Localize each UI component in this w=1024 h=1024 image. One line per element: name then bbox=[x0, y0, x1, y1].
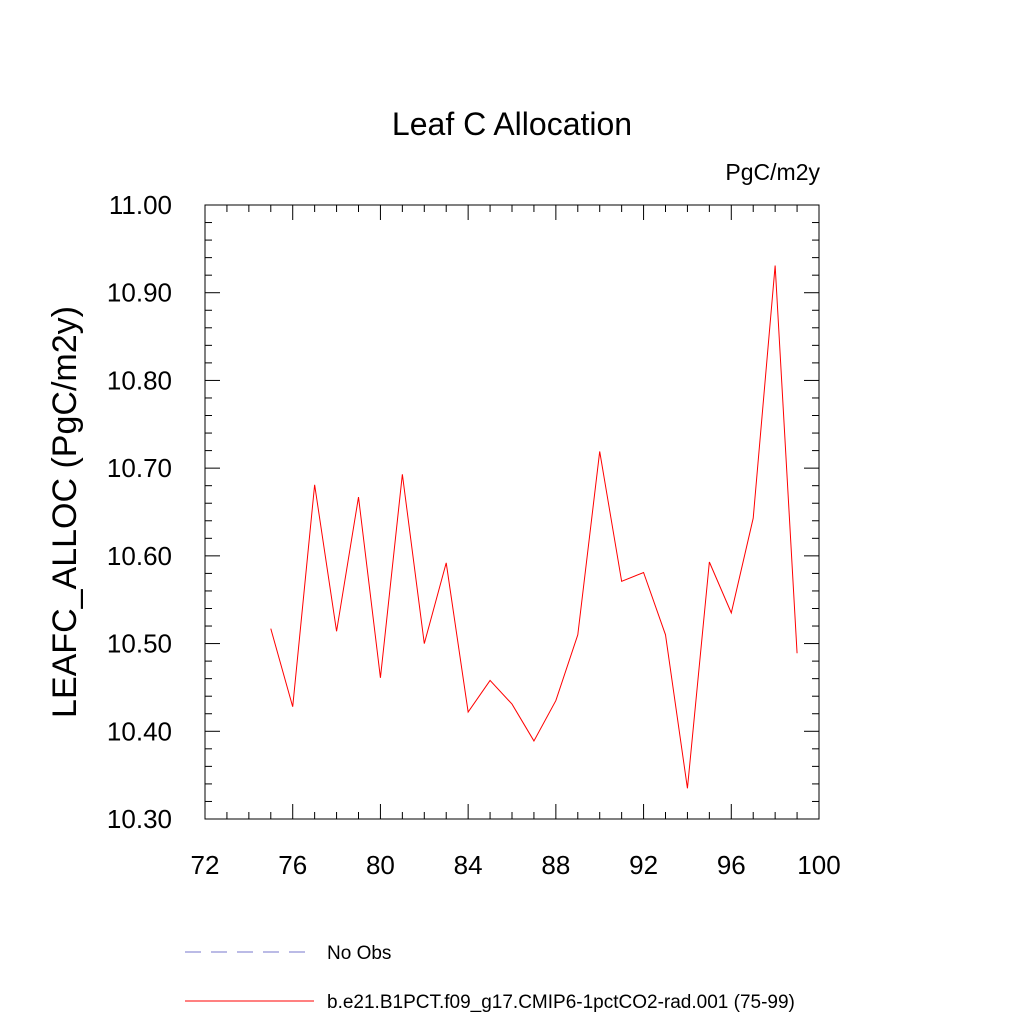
y-tick-labels: 10.30 10.40 10.50 10.60 10.70 10.80 10.90 11.00 bbox=[107, 190, 172, 834]
y-tick-label: 10.90 bbox=[107, 278, 172, 308]
legend-label: No Obs bbox=[327, 943, 391, 964]
units-label: PgC/m2y bbox=[725, 159, 820, 185]
y-tick-label: 11.00 bbox=[109, 190, 172, 220]
y-tick-label: 10.40 bbox=[107, 716, 172, 746]
legend: No Obs b.e21.B1PCT.f09_g17.CMIP6-1pctCO2-… bbox=[185, 943, 795, 1013]
x-tick-label: 100 bbox=[797, 850, 840, 880]
y-tick-label: 10.50 bbox=[107, 629, 172, 659]
y-axis-label: LEAFC_ALLOC (PgC/m2y) bbox=[46, 306, 84, 718]
x-tick-labels: 72 76 80 84 88 92 96 100 bbox=[191, 850, 841, 880]
y-tick-label: 10.30 bbox=[107, 804, 172, 834]
y-tick-label: 10.60 bbox=[107, 541, 172, 571]
x-tick-label: 80 bbox=[366, 850, 395, 880]
legend-label: b.e21.B1PCT.f09_g17.CMIP6-1pctCO2-rad.00… bbox=[327, 992, 795, 1013]
x-tick-label: 88 bbox=[541, 850, 570, 880]
x-tick-label: 72 bbox=[191, 850, 220, 880]
series-line bbox=[270, 265, 798, 789]
x-tick-label: 96 bbox=[717, 850, 746, 880]
plot-frame bbox=[204, 204, 820, 820]
legend-item: No Obs bbox=[185, 943, 391, 964]
legend-item: b.e21.B1PCT.f09_g17.CMIP6-1pctCO2-rad.00… bbox=[185, 992, 795, 1013]
chart-title: Leaf C Allocation bbox=[392, 106, 632, 142]
y-tick-label: 10.80 bbox=[107, 365, 172, 395]
x-tick-label: 84 bbox=[454, 850, 483, 880]
series-layer bbox=[270, 265, 798, 789]
x-tick-label: 92 bbox=[629, 850, 658, 880]
x-tick-label: 76 bbox=[278, 850, 307, 880]
y-tick-label: 10.70 bbox=[107, 453, 172, 483]
axis-ticks bbox=[204, 204, 820, 820]
